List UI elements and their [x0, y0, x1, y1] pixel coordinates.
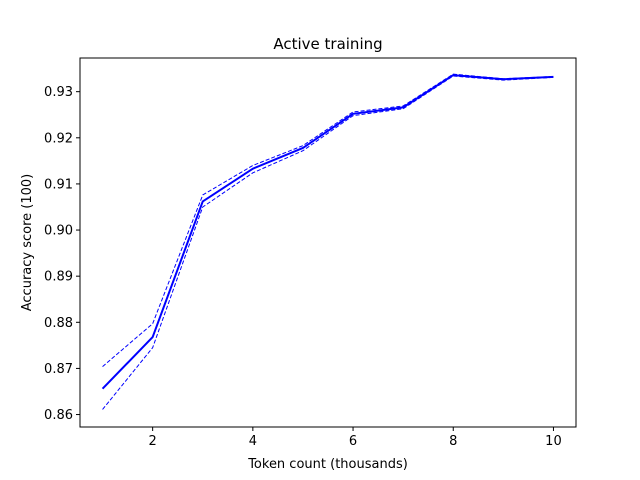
y-axis-label: Accuracy score (100) — [20, 174, 35, 312]
plot-frame — [79, 57, 577, 428]
x-tick-label: 8 — [449, 434, 457, 449]
x-axis: 2 4 6 8 10 — [149, 427, 562, 449]
y-tick-label: 0.86 — [44, 408, 73, 423]
x-tick-label: 10 — [545, 434, 562, 449]
series-line-lower — [102, 75, 554, 410]
chart-title: Active training — [273, 35, 382, 53]
x-tick-label: 2 — [149, 434, 157, 449]
y-tick-label: 0.93 — [44, 85, 73, 100]
x-tick-label: 4 — [249, 434, 257, 449]
series-layer — [101, 73, 554, 410]
series-line-upper — [102, 73, 554, 367]
y-tick-label: 0.90 — [44, 224, 73, 239]
y-axis: 0.86 0.87 0.88 0.89 0.90 0.91 0.92 0.93 — [44, 85, 80, 423]
x-tick-label: 6 — [349, 434, 357, 449]
y-tick-label: 0.92 — [44, 131, 73, 146]
y-tick-label: 0.88 — [44, 316, 73, 331]
series-line-mean — [101, 74, 554, 390]
y-tick-label: 0.91 — [44, 177, 73, 192]
y-tick-label: 0.89 — [44, 270, 73, 285]
x-axis-label: Token count (thousands) — [247, 457, 408, 472]
y-tick-label: 0.87 — [44, 362, 73, 377]
